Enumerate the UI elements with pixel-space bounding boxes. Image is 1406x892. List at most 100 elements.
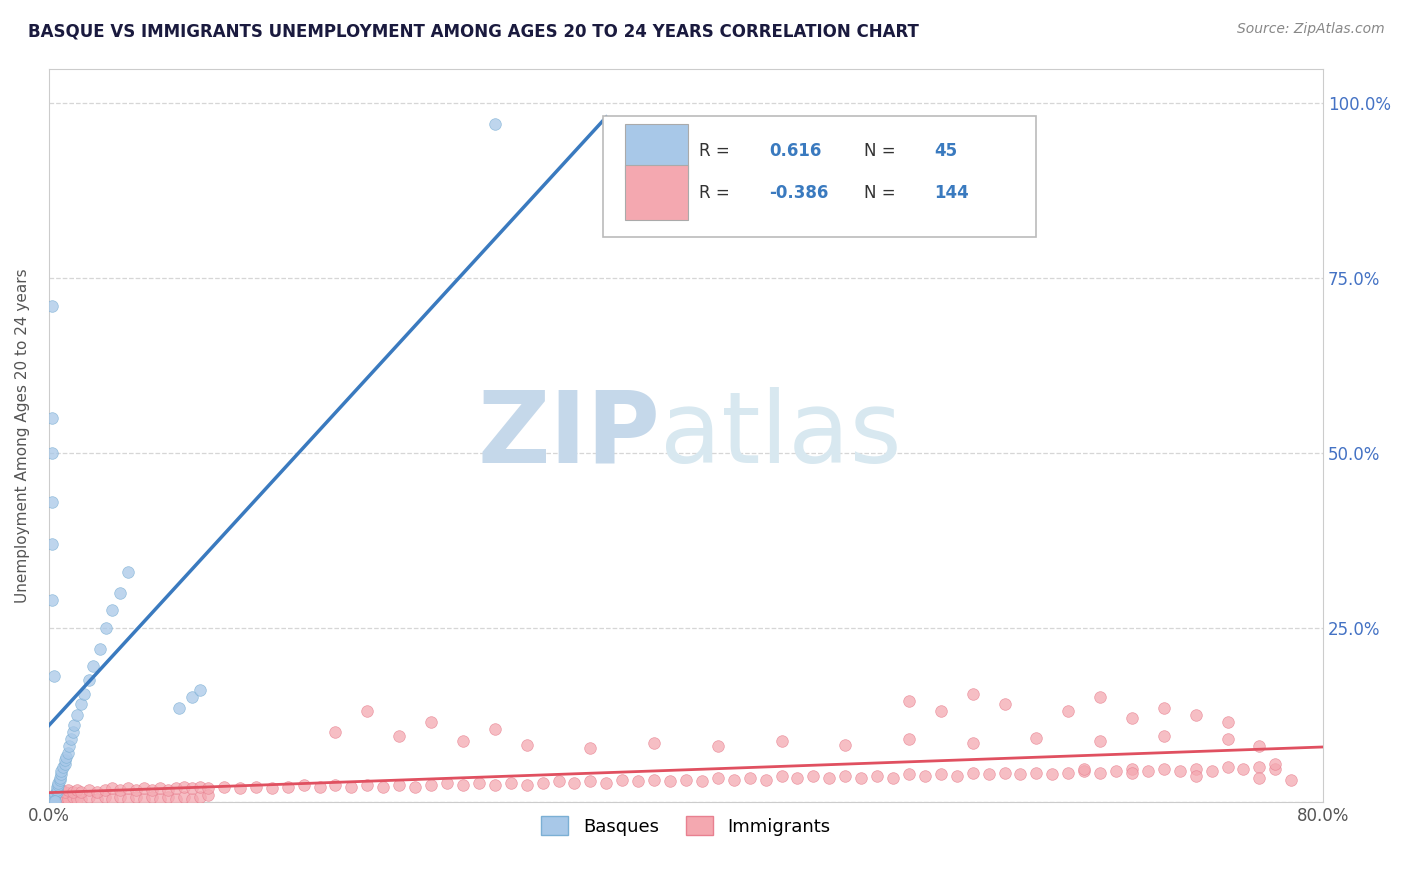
Point [125, 789, 148, 804]
Point [803, 769, 825, 783]
Point [1216, 732, 1239, 747]
Point [42, 789, 65, 804]
Point [484, 722, 506, 736]
Point [962, 687, 984, 701]
Point [834, 738, 856, 752]
Point [1249, 771, 1271, 785]
Point [110, 789, 132, 804]
Point [188, 789, 211, 804]
Point [786, 771, 808, 785]
Point [929, 767, 952, 781]
Point [66, 782, 89, 797]
Point [643, 736, 665, 750]
Point [181, 690, 204, 705]
Point [834, 769, 856, 783]
Text: BASQUE VS IMMIGRANTS UNEMPLOYMENT AMONG AGES 20 TO 24 YEARS CORRELATION CHART: BASQUE VS IMMIGRANTS UNEMPLOYMENT AMONG … [28, 22, 920, 40]
Point [77, 673, 100, 687]
Point [188, 683, 211, 698]
Point [388, 778, 411, 792]
Text: 0.616: 0.616 [769, 142, 821, 160]
Point [818, 771, 841, 785]
Point [41, 791, 63, 805]
Point [325, 725, 347, 739]
Point [134, 791, 156, 805]
Point [51, 791, 73, 805]
Point [77, 789, 100, 804]
Point [356, 778, 378, 792]
Point [66, 707, 89, 722]
Point [86, 791, 108, 805]
Point [882, 771, 904, 785]
Point [1201, 764, 1223, 778]
Point [627, 774, 650, 789]
Point [197, 789, 219, 803]
Y-axis label: Unemployment Among Ages 20 to 24 years: Unemployment Among Ages 20 to 24 years [15, 268, 30, 603]
FancyBboxPatch shape [624, 124, 689, 178]
Point [41, 299, 63, 313]
Text: atlas: atlas [661, 387, 903, 483]
Point [516, 738, 538, 752]
Point [356, 705, 378, 719]
Point [41, 495, 63, 509]
Point [101, 791, 124, 805]
Text: R =: R = [699, 184, 735, 202]
Point [56, 791, 79, 805]
Point [73, 687, 96, 701]
Point [93, 782, 115, 797]
Point [49, 771, 72, 785]
Point [897, 767, 920, 781]
Point [212, 780, 235, 794]
Point [62, 785, 84, 799]
Point [1136, 764, 1159, 778]
Point [420, 714, 443, 729]
Point [451, 733, 474, 747]
Point [82, 659, 104, 673]
Point [181, 781, 204, 796]
Point [404, 780, 426, 794]
Point [451, 778, 474, 792]
Point [45, 791, 67, 805]
Point [51, 767, 73, 781]
Point [962, 766, 984, 780]
Point [117, 565, 139, 579]
Point [165, 781, 187, 796]
Point [929, 705, 952, 719]
Point [110, 585, 132, 599]
Point [849, 771, 872, 785]
Point [41, 537, 63, 551]
Text: -0.386: -0.386 [769, 184, 828, 202]
Point [94, 621, 117, 635]
Point [66, 791, 89, 805]
Point [55, 749, 77, 764]
Point [690, 774, 713, 789]
Point [340, 780, 363, 794]
Point [484, 117, 506, 131]
Point [1040, 767, 1063, 781]
Point [723, 772, 745, 787]
Point [897, 732, 920, 747]
Point [1088, 733, 1111, 747]
Point [52, 760, 75, 774]
Point [564, 775, 586, 789]
Point [1105, 764, 1128, 778]
Point [1264, 756, 1286, 771]
Point [738, 771, 761, 785]
Point [1153, 729, 1175, 743]
Point [1153, 762, 1175, 776]
Point [659, 774, 682, 789]
Point [770, 733, 793, 747]
Point [1184, 762, 1206, 776]
Point [325, 778, 347, 792]
Point [46, 778, 69, 792]
Point [1088, 766, 1111, 780]
Point [165, 791, 187, 805]
Point [45, 780, 67, 794]
Point [125, 782, 148, 797]
Point [675, 772, 697, 787]
Point [51, 782, 73, 797]
Point [53, 785, 76, 799]
Point [44, 787, 66, 801]
Point [1073, 764, 1095, 778]
Point [110, 782, 132, 797]
Point [45, 782, 67, 797]
